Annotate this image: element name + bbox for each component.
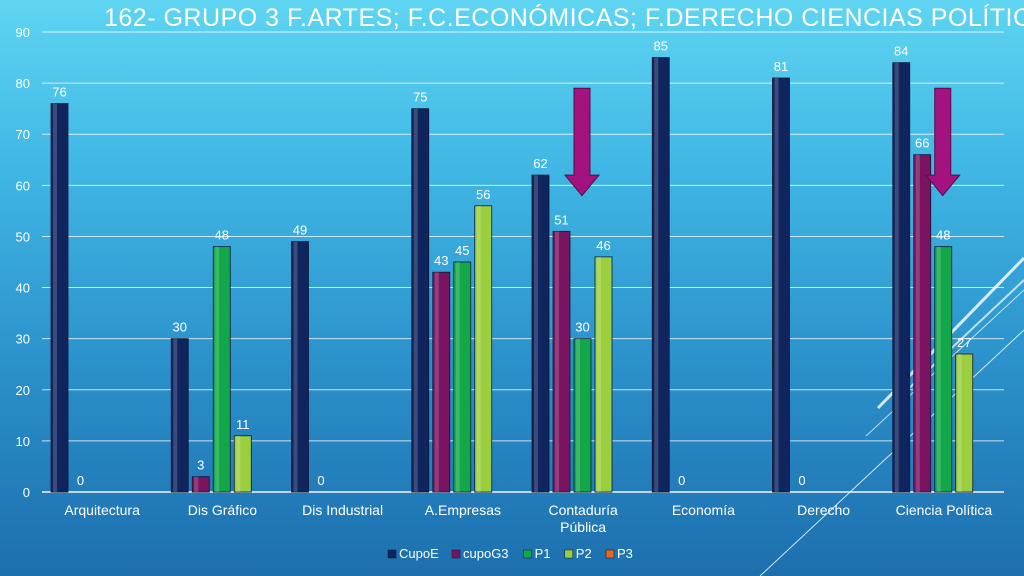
bar-highlight xyxy=(53,103,57,493)
data-label: 30 xyxy=(173,320,187,335)
bar-highlight xyxy=(534,175,538,492)
y-tick-label: 80 xyxy=(16,76,30,91)
legend-swatch-cupoG3 xyxy=(451,549,461,559)
legend-swatch-P3 xyxy=(605,549,615,559)
slide-title: 162- GRUPO 3 F.ARTES; F.C.ECONÓMICAS; F.… xyxy=(104,4,1024,32)
y-tick-label: 0 xyxy=(23,485,30,500)
bar-highlight xyxy=(293,241,298,492)
x-category-label: Economía xyxy=(672,502,735,518)
legend-label: P2 xyxy=(576,546,592,561)
bar-highlight xyxy=(597,256,601,492)
data-label: 85 xyxy=(654,39,668,54)
decorative-line xyxy=(759,329,1024,576)
x-category-label: A.Empresas xyxy=(425,502,501,518)
bar-P1 xyxy=(934,246,953,493)
legend-swatch-CupoE xyxy=(387,549,397,559)
legend-label: P1 xyxy=(535,546,551,561)
data-label: 11 xyxy=(236,417,250,432)
y-tick-label: 90 xyxy=(16,25,30,40)
y-tick-label: 50 xyxy=(16,229,30,244)
bar-P2 xyxy=(233,435,252,493)
legend-swatch-P1 xyxy=(523,549,532,559)
x-category-label: Dis Gráfico xyxy=(188,502,257,518)
data-label: 45 xyxy=(455,243,469,258)
legend-label: cupoG3 xyxy=(463,546,509,561)
decorative-lines xyxy=(759,256,1024,576)
bar-highlight xyxy=(215,246,220,492)
bar-highlight xyxy=(555,231,559,493)
data-label: 43 xyxy=(434,253,448,268)
data-label: 0 xyxy=(798,473,805,488)
bar-highlight xyxy=(434,272,439,492)
x-category-label: Dis Industrial xyxy=(302,502,383,518)
bar-highlight xyxy=(194,476,199,492)
data-label: 56 xyxy=(476,187,490,202)
bar-highlight xyxy=(576,338,580,492)
data-label: 0 xyxy=(77,473,84,488)
bar-highlight xyxy=(654,57,659,493)
bar-CupoE xyxy=(651,57,670,493)
legend-swatch-P2 xyxy=(564,549,574,559)
bar-P2 xyxy=(955,353,974,493)
bar-highlight xyxy=(236,435,241,492)
y-tick-label: 60 xyxy=(16,178,30,193)
bar-cupoG3 xyxy=(913,154,932,493)
x-category-label: Ciencia Política xyxy=(896,502,993,518)
data-label: 48 xyxy=(215,228,229,243)
bar-highlight xyxy=(915,154,920,492)
bar-highlight xyxy=(894,62,899,493)
bar-highlight xyxy=(413,108,418,493)
bar-CupoE xyxy=(50,103,69,493)
bar-P2 xyxy=(474,205,493,493)
bar-CupoE xyxy=(772,77,790,493)
bar-P1 xyxy=(573,338,592,493)
data-label: 0 xyxy=(678,473,685,488)
y-tick-label: 10 xyxy=(16,434,30,449)
data-label: 84 xyxy=(894,44,908,59)
data-label: 51 xyxy=(554,212,568,227)
data-label: 75 xyxy=(413,90,427,105)
bar-CupoE xyxy=(411,108,430,493)
data-label: 76 xyxy=(52,85,66,100)
data-label: 81 xyxy=(774,59,788,74)
down-arrow-icon xyxy=(563,87,601,197)
y-tick-label: 40 xyxy=(16,281,30,296)
bar-P2 xyxy=(594,256,613,493)
x-category-label: Arquitectura xyxy=(64,502,140,518)
data-label: 3 xyxy=(197,458,204,473)
bar-highlight xyxy=(957,354,962,492)
data-label: 62 xyxy=(533,156,547,171)
bar-CupoE xyxy=(892,62,911,493)
bar-highlight xyxy=(936,246,941,492)
legend-label: P3 xyxy=(617,546,633,561)
bar-cupoG3 xyxy=(432,271,451,493)
bar-highlight xyxy=(476,205,481,492)
x-category-label: Derecho xyxy=(797,502,850,518)
bar-CupoE xyxy=(291,241,309,493)
bar-CupoE xyxy=(170,338,189,493)
bar-P1 xyxy=(212,246,231,493)
x-category-label: Contaduría Pública xyxy=(548,502,617,535)
bar-highlight xyxy=(455,262,460,492)
y-tick-label: 30 xyxy=(16,332,30,347)
y-tick-label: 20 xyxy=(16,383,30,398)
bar-CupoE xyxy=(531,174,550,493)
legend-label: CupoE xyxy=(399,546,439,561)
bar-highlight xyxy=(774,78,779,492)
down-arrow-icon xyxy=(924,87,961,197)
data-label: 66 xyxy=(915,136,929,151)
bar-cupoG3 xyxy=(191,476,210,493)
data-label: 30 xyxy=(575,320,589,335)
data-label: 49 xyxy=(293,223,307,238)
data-label: 48 xyxy=(936,228,950,243)
data-label: 46 xyxy=(596,238,610,253)
bar-highlight xyxy=(173,338,178,492)
bar-P1 xyxy=(453,261,472,493)
y-tick-label: 70 xyxy=(16,127,30,142)
data-label: 0 xyxy=(317,473,324,488)
bar-cupoG3 xyxy=(552,230,571,493)
data-label: 27 xyxy=(957,335,971,350)
